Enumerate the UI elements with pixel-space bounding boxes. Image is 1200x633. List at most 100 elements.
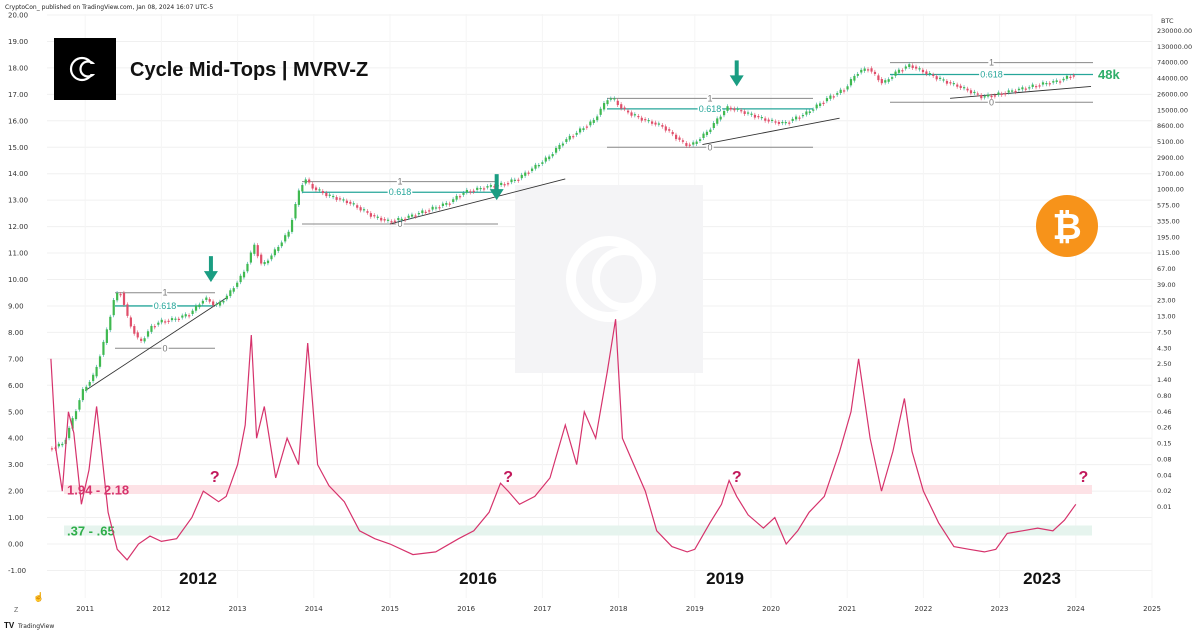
price-candle xyxy=(746,112,750,114)
price-candle xyxy=(558,144,561,150)
price-candle xyxy=(537,164,541,167)
price-candle xyxy=(856,73,859,76)
x-tick-label: 2015 xyxy=(381,605,399,613)
price-candle xyxy=(657,123,661,125)
price-candle xyxy=(990,95,993,98)
fib-level-label: 0.618 xyxy=(154,301,177,311)
price-candle xyxy=(644,119,647,121)
price-candle xyxy=(819,103,822,106)
price-candle xyxy=(709,129,712,133)
price-candle xyxy=(342,199,345,201)
price-candle xyxy=(568,135,571,140)
right-tick-label: 39.00 xyxy=(1157,281,1176,289)
price-candle xyxy=(726,106,729,111)
price-candle xyxy=(541,162,544,164)
x-tick-label: 2023 xyxy=(991,605,1009,613)
price-candle xyxy=(102,341,105,355)
right-tick-label: 5100.00 xyxy=(1157,138,1184,146)
left-tick-label: 7.00 xyxy=(8,355,24,363)
price-candle xyxy=(290,219,294,232)
price-candle xyxy=(386,219,390,221)
price-candle xyxy=(1031,84,1034,87)
hand-icon[interactable]: ☝ xyxy=(33,591,44,603)
price-candle xyxy=(493,186,496,188)
price-candle xyxy=(1014,90,1017,93)
price-candle xyxy=(561,143,565,146)
price-candle xyxy=(246,263,249,272)
publisher-header: CryptoCon_ published on TradingView.com,… xyxy=(5,4,213,11)
left-tick-label: 13.00 xyxy=(8,197,28,205)
x-tick-label: 2025 xyxy=(1143,605,1161,613)
price-candle xyxy=(88,381,91,386)
price-candle xyxy=(825,98,829,102)
price-candle xyxy=(716,118,719,124)
price-candle xyxy=(428,210,431,212)
price-candle xyxy=(517,179,520,181)
price-candle xyxy=(592,119,595,123)
price-candle xyxy=(434,207,438,209)
left-tick-label: 18.00 xyxy=(8,64,28,72)
timezone-icon[interactable]: Z xyxy=(14,607,19,614)
price-candle xyxy=(126,304,129,316)
price-candle xyxy=(674,134,678,140)
price-candle xyxy=(109,316,112,331)
price-candle xyxy=(798,117,801,119)
left-tick-label: 4.00 xyxy=(8,435,24,443)
price-candle xyxy=(650,121,654,124)
price-candle xyxy=(1055,80,1058,82)
price-candle xyxy=(743,111,746,114)
price-candle xyxy=(253,244,256,254)
left-tick-label: 19.00 xyxy=(8,38,28,46)
price-candle xyxy=(932,74,935,76)
price-candle xyxy=(534,164,537,169)
price-candle xyxy=(208,299,211,302)
right-tick-label: 115.00 xyxy=(1157,249,1180,257)
price-candle xyxy=(688,144,691,146)
price-candle xyxy=(445,202,448,205)
price-candle xyxy=(469,191,472,193)
price-candle xyxy=(160,319,163,323)
price-candle xyxy=(633,114,637,116)
price-candle xyxy=(963,87,966,89)
price-candle xyxy=(928,73,931,75)
fib-level-label: 0 xyxy=(162,343,167,353)
x-tick-label: 2021 xyxy=(838,605,856,613)
price-candle xyxy=(781,121,784,124)
price-candle xyxy=(647,120,650,122)
price-candle xyxy=(140,338,143,341)
left-tick-label: 12.00 xyxy=(8,223,28,231)
price-candle xyxy=(815,104,818,109)
right-tick-label: 0.02 xyxy=(1157,487,1171,495)
price-candle xyxy=(544,157,547,162)
price-candle xyxy=(589,121,592,126)
price-candle xyxy=(366,211,369,213)
price-candle xyxy=(170,318,174,321)
trend-line xyxy=(84,297,227,391)
right-tick-label: 0.04 xyxy=(1157,471,1171,479)
price-candle xyxy=(757,116,760,118)
left-tick-label: -1.00 xyxy=(8,567,26,575)
price-candle xyxy=(191,310,194,315)
price-candle xyxy=(57,443,60,447)
price-candle xyxy=(997,92,1000,95)
price-candle xyxy=(695,141,698,144)
price-candles xyxy=(50,62,1075,452)
price-candle xyxy=(578,128,582,133)
price-candle xyxy=(177,318,180,320)
fib-level-label: 0 xyxy=(989,97,994,107)
price-candle xyxy=(956,84,959,87)
price-candle xyxy=(164,321,167,323)
price-candle xyxy=(229,290,232,297)
left-tick-label: 1.00 xyxy=(8,514,24,522)
price-candle xyxy=(952,83,955,85)
price-candle xyxy=(506,183,510,185)
price-candle xyxy=(860,69,863,73)
price-candle xyxy=(736,108,739,110)
price-candle xyxy=(980,95,983,99)
price-candle xyxy=(877,75,880,81)
price-candle xyxy=(527,172,530,174)
price-candle xyxy=(222,300,225,303)
price-candle xyxy=(304,179,307,184)
price-candle xyxy=(949,82,952,84)
price-candle xyxy=(976,93,979,95)
